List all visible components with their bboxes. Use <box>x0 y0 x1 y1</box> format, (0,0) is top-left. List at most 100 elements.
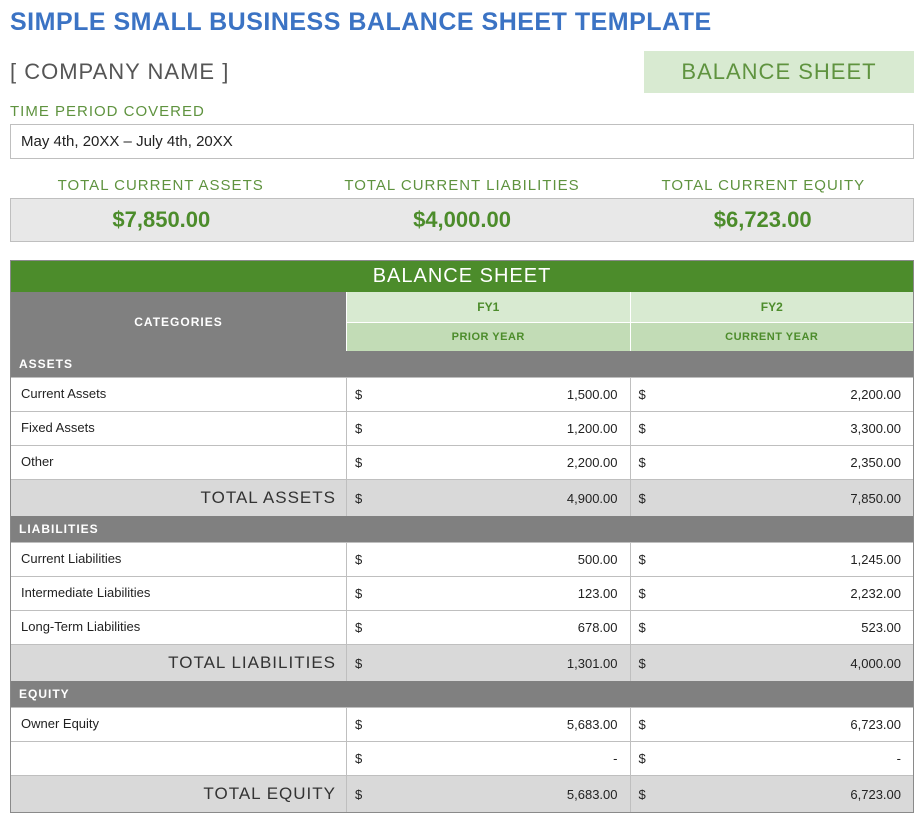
currency-symbol: $ <box>639 552 646 567</box>
total-label: TOTAL EQUITY <box>11 776 347 812</box>
cell-amount: 4,900.00 <box>567 491 618 506</box>
total-assets-label: TOTAL CURRENT ASSETS <box>10 177 311 198</box>
cell-amount: 2,350.00 <box>850 455 901 470</box>
cell-amount: 7,850.00 <box>850 491 901 506</box>
total-equity-card: TOTAL CURRENT EQUITY <box>613 177 914 198</box>
table-row: Owner Equity $5,683.00 $6,723.00 <box>11 707 913 741</box>
cell-fy1: $4,900.00 <box>347 480 630 516</box>
cell-amount: 6,723.00 <box>850 717 901 732</box>
fy2-header: FY2 <box>630 292 914 323</box>
table-row: Current Assets $1,500.00 $2,200.00 <box>11 377 913 411</box>
currency-symbol: $ <box>639 421 646 436</box>
cell-fy2[interactable]: $2,350.00 <box>630 446 914 479</box>
cell-fy1[interactable]: $5,683.00 <box>347 708 630 741</box>
total-equity-label: TOTAL CURRENT EQUITY <box>613 177 914 198</box>
time-period-label: TIME PERIOD COVERED <box>0 97 924 122</box>
row-label: Current Assets <box>11 378 347 411</box>
row-label: Other <box>11 446 347 479</box>
row-label: Current Liabilities <box>11 543 347 576</box>
cell-fy1[interactable]: $- <box>347 742 630 775</box>
cell-amount: 1,200.00 <box>567 421 618 436</box>
cell-amount: 523.00 <box>861 620 901 635</box>
cell-fy2: $4,000.00 <box>630 645 914 681</box>
current-year-header: CURRENT YEAR <box>630 323 914 351</box>
currency-symbol: $ <box>639 586 646 601</box>
currency-symbol: $ <box>355 656 362 671</box>
cell-fy2[interactable]: $2,232.00 <box>630 577 914 610</box>
currency-symbol: $ <box>639 656 646 671</box>
year-columns-header: FY1 FY2 PRIOR YEAR CURRENT YEAR <box>347 292 913 351</box>
prior-year-header: PRIOR YEAR <box>347 323 630 351</box>
cell-fy2: $7,850.00 <box>630 480 914 516</box>
row-label: Intermediate Liabilities <box>11 577 347 610</box>
sheet-header: CATEGORIES FY1 FY2 PRIOR YEAR CURRENT YE… <box>11 292 913 351</box>
cell-amount: 6,723.00 <box>850 787 901 802</box>
cell-amount: 123.00 <box>578 586 618 601</box>
cell-fy1[interactable]: $678.00 <box>347 611 630 644</box>
cell-fy2[interactable]: $6,723.00 <box>630 708 914 741</box>
cell-amount: 5,683.00 <box>567 787 618 802</box>
categories-header: CATEGORIES <box>11 292 347 351</box>
total-liabilities-card: TOTAL CURRENT LIABILITIES <box>311 177 612 198</box>
currency-symbol: $ <box>355 421 362 436</box>
total-equity-row: TOTAL EQUITY $5,683.00 $6,723.00 <box>11 775 913 812</box>
cell-amount: - <box>897 751 901 766</box>
total-label: TOTAL LIABILITIES <box>11 645 347 681</box>
cell-fy1[interactable]: $123.00 <box>347 577 630 610</box>
currency-symbol: $ <box>355 586 362 601</box>
cell-amount: 1,245.00 <box>850 552 901 567</box>
currency-symbol: $ <box>355 751 362 766</box>
total-equity-amount: $6,723.00 <box>612 199 913 241</box>
cell-amount: 2,200.00 <box>567 455 618 470</box>
total-assets-row: TOTAL ASSETS $4,900.00 $7,850.00 <box>11 479 913 516</box>
cell-fy1[interactable]: $1,500.00 <box>347 378 630 411</box>
row-label: Long-Term Liabilities <box>11 611 347 644</box>
total-liabilities-label: TOTAL CURRENT LIABILITIES <box>311 177 612 198</box>
cell-fy2: $6,723.00 <box>630 776 914 812</box>
cell-fy1: $1,301.00 <box>347 645 630 681</box>
table-row: Other $2,200.00 $2,350.00 <box>11 445 913 479</box>
currency-symbol: $ <box>355 620 362 635</box>
cell-amount: 4,000.00 <box>850 656 901 671</box>
fy1-header: FY1 <box>347 292 630 323</box>
total-assets-card: TOTAL CURRENT ASSETS <box>10 177 311 198</box>
cell-fy1[interactable]: $2,200.00 <box>347 446 630 479</box>
total-assets-amount: $7,850.00 <box>11 199 312 241</box>
total-liabilities-row: TOTAL LIABILITIES $1,301.00 $4,000.00 <box>11 644 913 681</box>
cell-fy2[interactable]: $2,200.00 <box>630 378 914 411</box>
cell-fy1[interactable]: $500.00 <box>347 543 630 576</box>
currency-symbol: $ <box>639 751 646 766</box>
balance-sheet-badge: BALANCE SHEET <box>644 51 914 93</box>
liabilities-section-header: LIABILITIES <box>11 516 913 542</box>
cell-fy1[interactable]: $1,200.00 <box>347 412 630 445</box>
cell-fy1: $5,683.00 <box>347 776 630 812</box>
table-row: $- $- <box>11 741 913 775</box>
currency-symbol: $ <box>355 387 362 402</box>
cell-fy2[interactable]: $- <box>630 742 914 775</box>
currency-symbol: $ <box>639 620 646 635</box>
currency-symbol: $ <box>355 787 362 802</box>
currency-symbol: $ <box>355 491 362 506</box>
cell-amount: 5,683.00 <box>567 717 618 732</box>
currency-symbol: $ <box>639 787 646 802</box>
time-period-input[interactable]: May 4th, 20XX – July 4th, 20XX <box>10 124 914 159</box>
row-label: Fixed Assets <box>11 412 347 445</box>
assets-section-header: ASSETS <box>11 351 913 377</box>
currency-symbol: $ <box>355 552 362 567</box>
balance-sheet-table: BALANCE SHEET CATEGORIES FY1 FY2 PRIOR Y… <box>10 260 914 813</box>
cell-amount: 678.00 <box>578 620 618 635</box>
cell-fy2[interactable]: $1,245.00 <box>630 543 914 576</box>
currency-symbol: $ <box>639 455 646 470</box>
header-row: [ COMPANY NAME ] BALANCE SHEET <box>0 47 924 97</box>
totals-labels-row: TOTAL CURRENT ASSETS TOTAL CURRENT LIABI… <box>10 177 914 198</box>
company-name: [ COMPANY NAME ] <box>10 59 229 85</box>
cell-fy2[interactable]: $523.00 <box>630 611 914 644</box>
cell-fy2[interactable]: $3,300.00 <box>630 412 914 445</box>
total-liabilities-amount: $4,000.00 <box>312 199 613 241</box>
sheet-title: BALANCE SHEET <box>11 261 913 292</box>
table-row: Current Liabilities $500.00 $1,245.00 <box>11 542 913 576</box>
cell-amount: 3,300.00 <box>850 421 901 436</box>
cell-amount: 2,232.00 <box>850 586 901 601</box>
totals-amounts-bar: $7,850.00 $4,000.00 $6,723.00 <box>10 198 914 242</box>
cell-amount: 500.00 <box>578 552 618 567</box>
